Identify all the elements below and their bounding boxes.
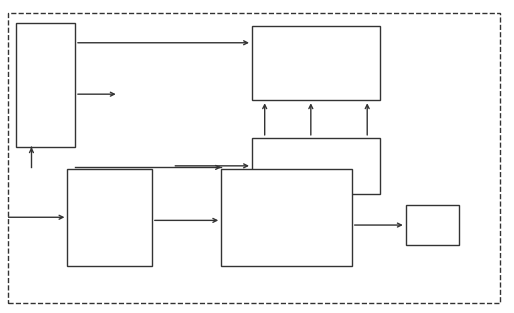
Bar <box>16 23 75 147</box>
Bar <box>406 205 460 245</box>
Bar <box>67 169 152 265</box>
Bar <box>252 26 380 100</box>
Bar <box>221 169 352 265</box>
Bar <box>252 138 380 194</box>
